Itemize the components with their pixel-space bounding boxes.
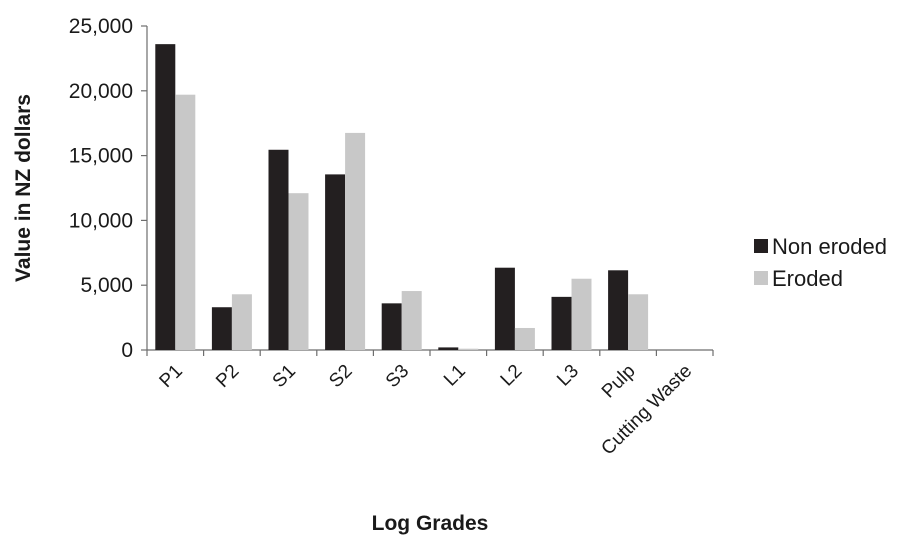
x-axis-title: Log Grades: [372, 512, 489, 535]
y-tick-label: 0: [121, 339, 133, 362]
x-tick-label: L1: [440, 361, 470, 391]
y-tick-label: 20,000: [69, 80, 133, 103]
y-tick-label: 10,000: [69, 209, 133, 232]
y-axis-title: Value in NZ dollars: [12, 94, 35, 282]
x-tick-label: L3: [553, 361, 583, 391]
bar-non-eroded-l2: [494, 267, 515, 350]
x-tick-label: S2: [325, 361, 356, 392]
y-axis: 0 5,000 10,000 15,000 20,000 25,000: [69, 15, 148, 362]
bar-non-eroded-l1: [438, 347, 459, 350]
legend: Non eroded Eroded: [754, 234, 887, 291]
bar-eroded-pulp: [628, 294, 649, 350]
y-tick-label: 15,000: [69, 145, 133, 168]
bar-eroded-s1: [288, 193, 309, 350]
x-tick-label: S1: [269, 361, 300, 392]
x-tick-label: S3: [382, 361, 413, 392]
legend-label: Eroded: [772, 266, 843, 291]
legend-swatch: [754, 271, 768, 285]
bar-eroded-l2: [514, 327, 535, 350]
bar-non-eroded-p1: [155, 44, 176, 350]
bar-eroded-p2: [231, 294, 252, 350]
bar-eroded-l1: [458, 348, 479, 350]
x-tick-label: L2: [497, 361, 527, 391]
y-tick-label: 5,000: [80, 274, 133, 297]
bar-non-eroded-s3: [381, 303, 402, 350]
bar-non-eroded-p2: [211, 307, 232, 350]
bar-non-eroded-pulp: [608, 270, 629, 350]
bar-eroded-s2: [345, 132, 366, 350]
legend-label: Non eroded: [772, 234, 887, 259]
bar-eroded-p1: [175, 94, 196, 350]
bar-non-eroded-s2: [325, 174, 346, 350]
bar-eroded-l3: [571, 278, 592, 350]
x-tick-label: P1: [156, 361, 187, 392]
bars: [155, 44, 649, 350]
x-tick-label: P2: [212, 361, 243, 392]
bar-eroded-s3: [401, 291, 422, 350]
x-tick-label: Pulp: [598, 361, 640, 403]
bar-non-eroded-s1: [268, 149, 289, 350]
y-tick-label: 25,000: [69, 15, 133, 38]
bar-non-eroded-l3: [551, 296, 572, 350]
legend-swatch: [754, 239, 768, 253]
